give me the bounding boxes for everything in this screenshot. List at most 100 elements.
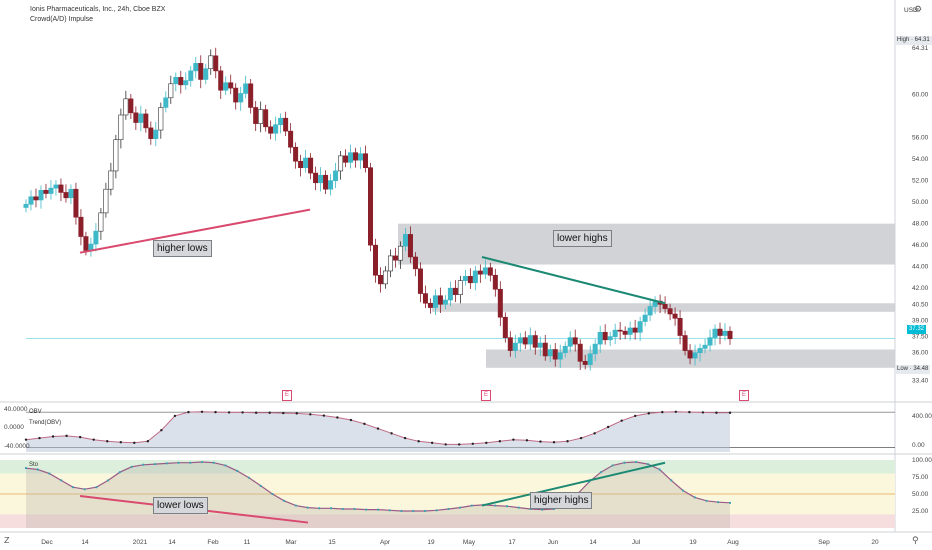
candle-body: [368, 167, 374, 246]
candle-body: [303, 157, 309, 168]
obv-trend-point: [133, 441, 136, 445]
time-axis-tick: May: [463, 539, 476, 546]
candle-body: [38, 189, 44, 201]
sto-point: [599, 471, 603, 474]
obv-trend-point: [728, 411, 732, 414]
sto-point: [728, 501, 732, 504]
candle-body: [173, 77, 179, 85]
gear-icon[interactable]: ⚙: [914, 5, 923, 15]
candle-body: [168, 83, 174, 99]
higher-lows-annotation[interactable]: higher lows: [153, 240, 212, 257]
candle-body: [422, 293, 428, 304]
obv-trend-point: [417, 440, 420, 443]
candle-body: [512, 342, 518, 351]
candle-body: [183, 80, 189, 86]
candle-body: [293, 146, 299, 162]
sto-point: [611, 464, 614, 467]
obv-area: [26, 411, 730, 452]
low-price-tag: Low · 34.48: [895, 365, 931, 374]
candle-body: [298, 160, 304, 168]
candle-body: [353, 152, 359, 161]
obv-trend-point: [661, 410, 664, 414]
candle-body: [123, 98, 129, 116]
candle-body: [667, 308, 673, 315]
candle-body: [198, 63, 204, 80]
sto-point: [388, 509, 391, 512]
obv-trend-point: [92, 438, 95, 441]
candle-body: [203, 68, 209, 80]
candle-body: [313, 172, 319, 184]
candle-body: [397, 245, 403, 261]
candle-body: [432, 295, 438, 308]
candle-body: [492, 274, 498, 290]
sto-point: [670, 479, 673, 482]
candle-body: [437, 295, 443, 305]
candle-body: [602, 331, 608, 341]
sto-point: [48, 472, 51, 475]
obv-trend-point: [403, 436, 407, 440]
candle-body: [562, 345, 568, 354]
sto-point: [259, 484, 262, 487]
obv-axis-tick: 0.00: [912, 442, 925, 449]
lower-highs-annotation[interactable]: lower highs: [553, 230, 612, 247]
sto-point: [107, 479, 110, 482]
magnifier-icon[interactable]: ⚲: [912, 536, 919, 546]
obv-trend-point: [674, 410, 678, 413]
obv-trend-point: [309, 413, 312, 416]
earnings-flag[interactable]: E: [481, 390, 492, 401]
candle-body: [467, 276, 473, 284]
sto-point: [412, 509, 415, 513]
sto-higher-highs-annotation[interactable]: higher highs: [530, 492, 593, 509]
candle-body: [392, 255, 398, 261]
sto-point: [177, 461, 180, 464]
candle-body: [522, 337, 528, 345]
obv-trend-point: [349, 418, 353, 422]
candle-body: [343, 155, 349, 163]
price-axis-tick: 36.00: [912, 350, 929, 357]
candle-body: [552, 349, 558, 360]
time-axis-tick: Apr: [380, 539, 391, 546]
candle-body: [23, 203, 29, 208]
sto-point: [400, 509, 403, 513]
sto-point: [423, 509, 427, 513]
earnings-flag[interactable]: E: [282, 390, 293, 401]
candle-body: [268, 126, 274, 134]
candle-body: [527, 335, 533, 345]
candle-body: [572, 337, 578, 345]
sto-lower-lows-annotation[interactable]: lower lows: [153, 497, 208, 514]
candle-body: [338, 155, 344, 172]
sto-point: [142, 463, 145, 466]
sto-oversold-band: [0, 514, 895, 528]
price-axis-tick: 37.50: [912, 334, 929, 341]
candle-body: [452, 287, 458, 295]
candle-body: [682, 335, 688, 351]
candle-body: [283, 117, 289, 132]
candle-body: [567, 337, 573, 347]
candle-body: [53, 184, 59, 189]
obv-trend-point: [512, 438, 515, 441]
candle-body: [687, 350, 693, 359]
axis-scale-icon[interactable]: Z: [4, 536, 10, 545]
sto-point: [165, 462, 168, 465]
sto-point: [212, 461, 215, 464]
obv-trend-point: [78, 435, 82, 439]
sto-pane-label: Sto: [29, 462, 39, 468]
currency-label: USD: [904, 7, 918, 14]
candle-body: [587, 353, 593, 365]
obv-trend-point: [606, 425, 610, 429]
time-axis-tick: 17: [508, 539, 516, 546]
candle-body: [103, 188, 109, 214]
sto-point: [365, 508, 368, 511]
sto-point: [294, 504, 297, 507]
sto-point: [541, 508, 544, 511]
candle-body: [238, 93, 244, 103]
candle-body: [717, 328, 723, 336]
earnings-flag[interactable]: E: [739, 390, 750, 401]
obv-left-tick: 0.0000: [4, 424, 24, 431]
obv-trend-point: [241, 411, 244, 414]
sto-point: [705, 499, 708, 502]
obv-pane-label: OBV: [29, 409, 42, 415]
time-axis-tick: 11: [244, 539, 251, 546]
candle-body: [472, 270, 478, 284]
